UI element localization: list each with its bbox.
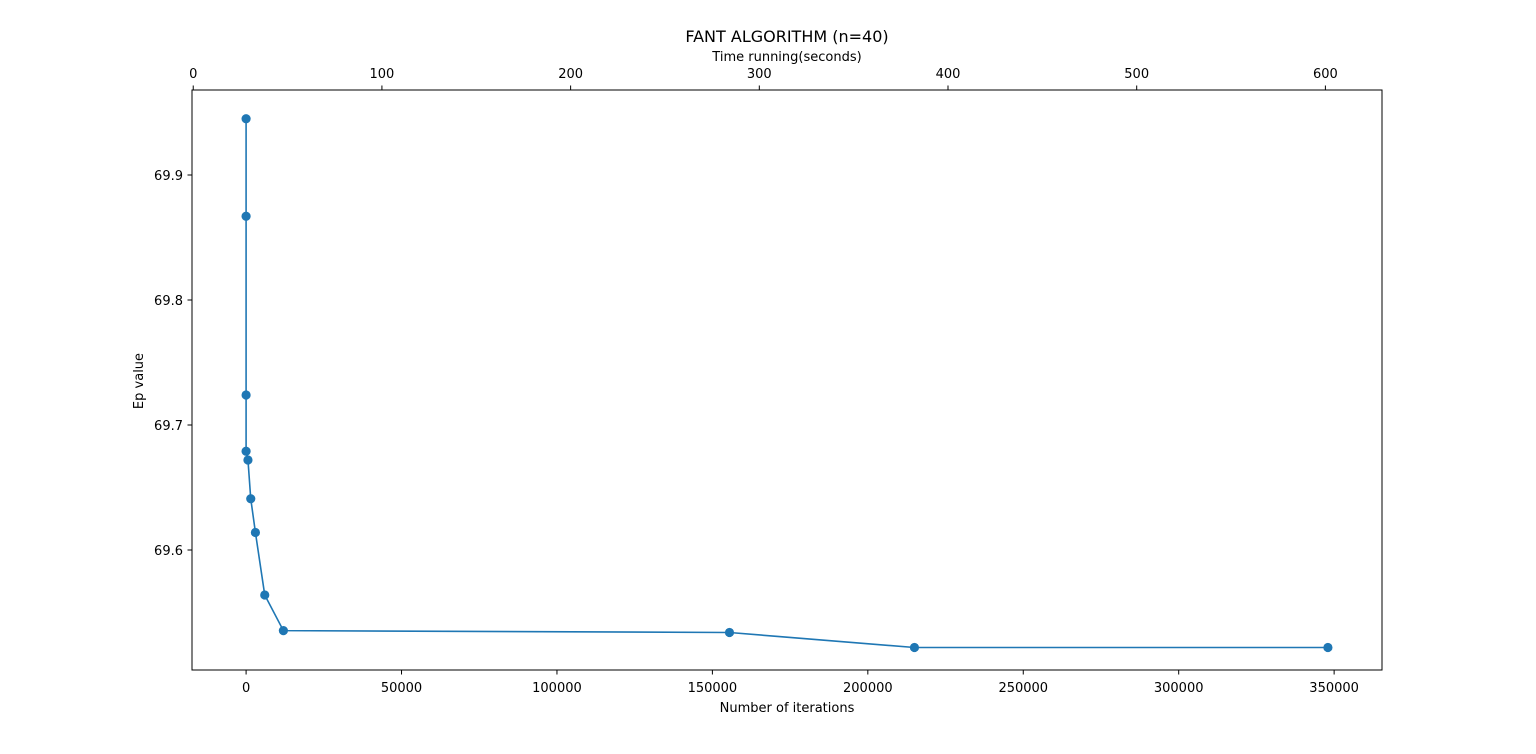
- x-tick-label: 150000: [688, 681, 738, 696]
- data-point: [909, 642, 920, 653]
- top-axis-label: Time running(seconds): [711, 50, 861, 65]
- plot-frame: [191, 89, 1383, 671]
- data-point: [724, 627, 735, 638]
- x2-tick-label: 200: [558, 67, 583, 82]
- x-tick-label: 50000: [381, 681, 422, 696]
- y-tick-label: 69.9: [154, 169, 183, 184]
- y-axis-label: Ep value: [132, 353, 147, 409]
- left-axis: 69.6 69.7 69.8 69.9: [154, 169, 192, 559]
- data-point: [250, 527, 261, 538]
- x-tick-label: 250000: [998, 681, 1048, 696]
- top-axis: 0 100 200 300 400 500 600: [189, 67, 1338, 90]
- x2-tick-label: 600: [1313, 67, 1338, 82]
- bottom-axis: 0 50000 100000 150000 200000 250000 300000 3500…: [242, 670, 1359, 696]
- x2-tick-label: 500: [1124, 67, 1149, 82]
- x-tick-label: 0: [242, 681, 250, 696]
- x-tick-label: 350000: [1309, 681, 1359, 696]
- y-tick-label: 69.8: [154, 294, 183, 309]
- chart-title: FANT ALGORITHM (n=40): [685, 27, 888, 46]
- data-point: [1323, 642, 1333, 653]
- data-point: [243, 455, 253, 465]
- x-tick-label: 200000: [843, 681, 893, 696]
- data-point: [246, 494, 256, 504]
- data-point: [241, 211, 251, 221]
- x2-tick-label: 0: [189, 67, 197, 82]
- x-tick-label: 100000: [532, 681, 582, 696]
- x-axis-label: Number of iterations: [720, 701, 855, 716]
- y-tick-label: 69.7: [154, 419, 183, 434]
- data-point: [278, 626, 288, 636]
- x2-tick-label: 300: [747, 67, 772, 82]
- data-point: [241, 390, 251, 400]
- x-tick-label: 300000: [1154, 681, 1204, 696]
- x2-tick-label: 100: [370, 67, 395, 82]
- series-layer: [241, 114, 1333, 653]
- y-tick-label: 69.6: [154, 544, 183, 559]
- series-line: [245, 118, 1328, 649]
- x2-tick-label: 400: [936, 67, 961, 82]
- data-point: [241, 446, 251, 456]
- data-point: [241, 114, 251, 124]
- data-point: [260, 590, 270, 600]
